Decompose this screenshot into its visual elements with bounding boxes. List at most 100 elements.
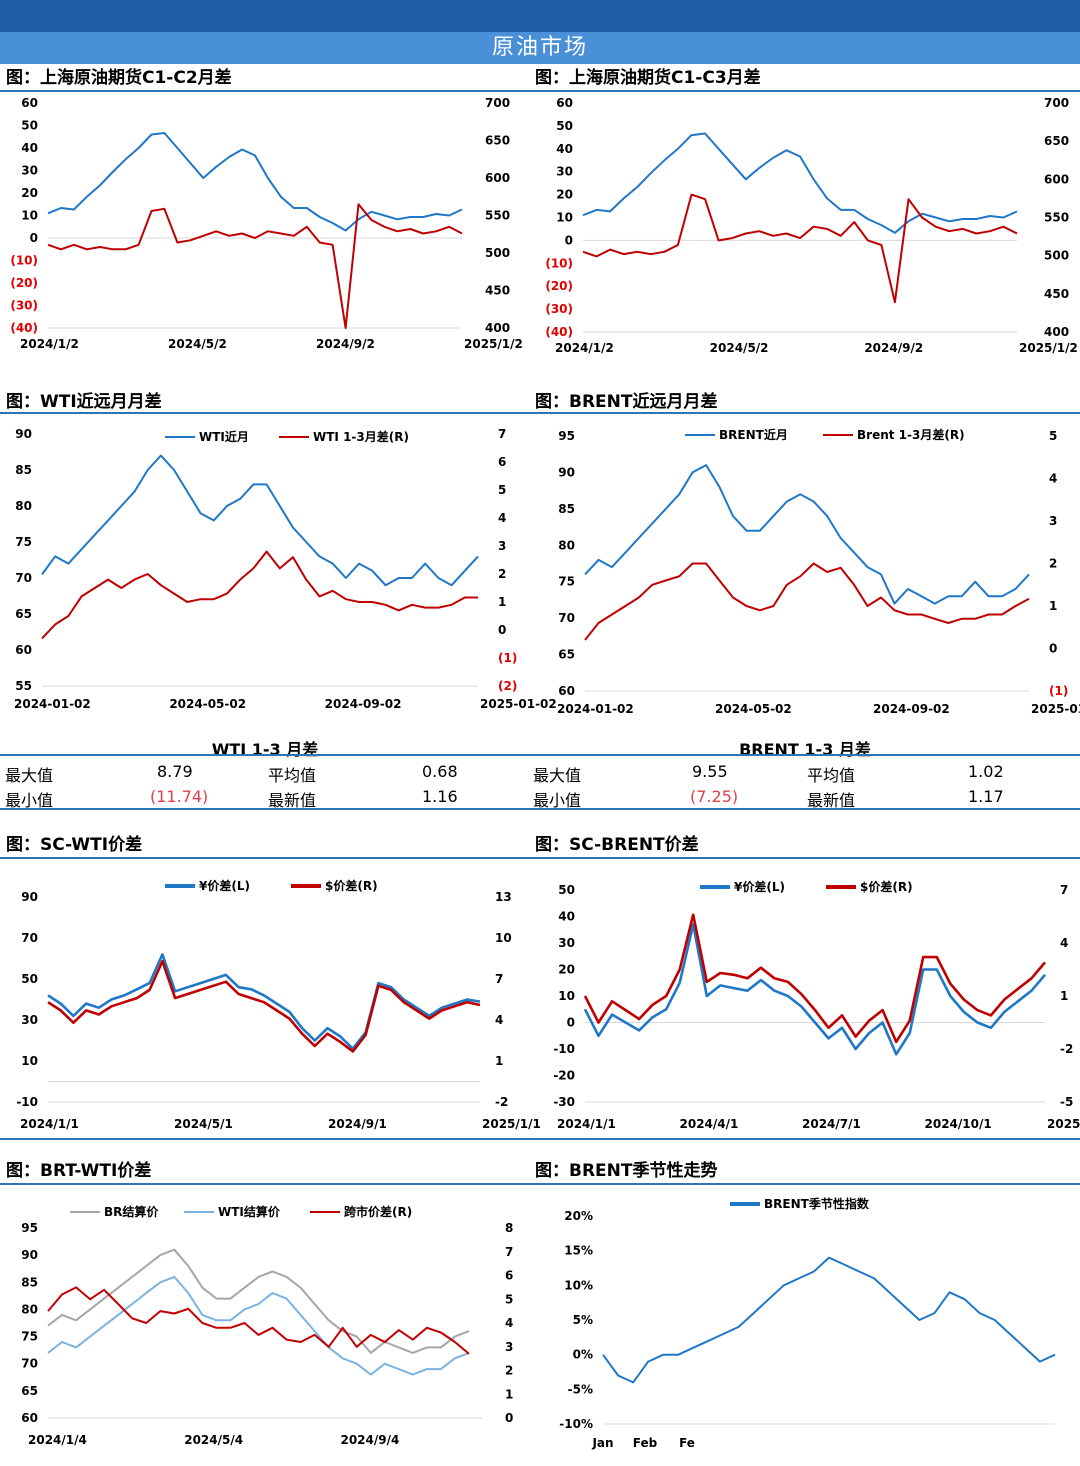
- y-left-tick: 75: [558, 575, 575, 589]
- x-tick-label: 2024/1/2: [20, 337, 79, 351]
- y-right-tick: 700: [1044, 96, 1069, 110]
- divider: [0, 412, 1080, 414]
- y-right-tick: 4: [498, 511, 506, 525]
- series-line: [41, 550, 478, 640]
- wti-max-value: 8.79: [157, 762, 193, 781]
- y-left-tick: 40: [558, 910, 575, 924]
- y-right-tick: 3: [505, 1340, 513, 1354]
- y-right-tick: 400: [485, 321, 510, 335]
- y-right-tick: 4: [1049, 472, 1057, 486]
- y-left-tick: 60: [558, 684, 575, 698]
- y-left-tick: 30: [21, 164, 38, 178]
- brent-avg-label: 平均值: [807, 766, 856, 785]
- brent-max-value: 9.55: [692, 762, 728, 781]
- y-left-tick: 30: [556, 165, 573, 179]
- x-tick-label: Fe: [679, 1436, 695, 1450]
- x-tick-label: 2024-01-02: [557, 702, 634, 716]
- y-right-tick: 500: [1044, 249, 1069, 263]
- y-right-tick: 1: [498, 595, 506, 609]
- chart-title-brent-season: 图：BRENT季节性走势: [535, 1161, 718, 1181]
- y-left-tick: 10: [21, 209, 38, 223]
- y-left-tick: 10: [556, 211, 573, 225]
- y-left-tick: 60: [556, 96, 573, 110]
- divider: [0, 1138, 1080, 1140]
- section-title: 原油市场: [0, 32, 1080, 64]
- divider: [0, 1183, 1080, 1185]
- y-left-tick: (30): [545, 302, 573, 316]
- y-right-tick: 5: [1049, 429, 1057, 443]
- y-left-tick: 5%: [573, 1313, 593, 1327]
- y-left-tick: 60: [15, 643, 32, 657]
- legend-label: $价差(R): [860, 879, 913, 894]
- series-line: [47, 1275, 470, 1376]
- y-left-tick: (20): [545, 279, 573, 293]
- y-left-tick: 10: [558, 989, 575, 1003]
- series-line: [602, 1256, 1056, 1384]
- y-left-tick: 50: [558, 883, 575, 897]
- y-right-tick: 3: [1049, 514, 1057, 528]
- y-right-tick: 0: [498, 623, 506, 637]
- x-tick-label: 2024/9/2: [316, 337, 375, 351]
- wti-min-label: 最小值: [5, 791, 54, 810]
- series-line: [47, 1248, 470, 1354]
- y-left-tick: 30: [21, 1013, 38, 1027]
- y-left-tick: 0%: [573, 1348, 593, 1362]
- y-right-tick: 600: [1044, 172, 1069, 186]
- chart-title-sc-brent: 图：SC-BRENT价差: [535, 835, 699, 855]
- y-left-tick: 90: [15, 427, 32, 441]
- x-tick-label: Jan: [591, 1436, 613, 1450]
- series-line: [582, 193, 1018, 304]
- y-left-tick: -10: [553, 1042, 575, 1056]
- y-right-tick: 450: [485, 284, 510, 298]
- legend-label: 跨市价差(R): [344, 1204, 412, 1219]
- y-left-tick: (20): [10, 276, 38, 290]
- x-tick-label: 2025/1/1: [1047, 1117, 1080, 1131]
- series-line: [584, 562, 1030, 641]
- legend-label: ¥价差(L): [199, 878, 250, 893]
- y-left-tick: -10%: [559, 1417, 593, 1431]
- series-line: [582, 132, 1018, 234]
- x-tick-label: 2024-05-02: [169, 697, 246, 711]
- y-left-tick: 65: [21, 1384, 38, 1398]
- x-tick-label: 2025/1/2: [1019, 341, 1078, 355]
- y-left-tick: 40: [556, 142, 573, 156]
- y-left-tick: 90: [21, 890, 38, 904]
- x-tick-label: 2025-01-02: [1031, 702, 1080, 716]
- y-left-tick: 65: [558, 648, 575, 662]
- y-right-tick: (2): [498, 679, 517, 693]
- x-tick-label: 2024/5/1: [174, 1117, 233, 1131]
- y-right-tick: 1: [1049, 599, 1057, 613]
- y-left-tick: 30: [558, 936, 575, 950]
- x-tick-label: Feb: [633, 1436, 658, 1450]
- y-right-tick: 2: [498, 567, 506, 581]
- legend-label: Brent 1-3月差(R): [857, 427, 965, 442]
- y-left-tick: 50: [21, 972, 38, 986]
- chart-title-brent-spread: 图：BRENT近远月月差: [535, 392, 718, 412]
- y-left-tick: 15%: [564, 1244, 593, 1258]
- y-right-tick: 13: [495, 890, 512, 904]
- series-line: [47, 953, 481, 1050]
- legend-label: WTI 1-3月差(R): [313, 429, 409, 444]
- brent-latest-label: 最新值: [807, 791, 856, 810]
- y-left-tick: 75: [15, 535, 32, 549]
- y-right-tick: 4: [495, 1013, 503, 1027]
- brent-avg-value: 1.02: [968, 762, 1004, 781]
- y-right-tick: 2: [1049, 557, 1057, 571]
- x-tick-label: 2024-09-02: [325, 697, 402, 711]
- y-right-tick: 10: [495, 931, 512, 945]
- x-tick-label: 2024/10/1: [925, 1117, 992, 1131]
- divider: [0, 90, 1080, 92]
- wti-max-label: 最大值: [5, 766, 54, 785]
- y-left-tick: (40): [545, 325, 573, 339]
- y-left-tick: 20: [558, 963, 575, 977]
- x-tick-label: 2024-05-02: [715, 702, 792, 716]
- x-tick-label: 2025/1/1: [482, 1117, 541, 1131]
- y-left-tick: 95: [558, 429, 575, 443]
- x-tick-label: 2024/9/1: [328, 1117, 387, 1131]
- wti-stats-title: WTI 1-3 月差: [211, 740, 319, 759]
- y-left-tick: 10%: [564, 1278, 593, 1292]
- legend-label: BR结算价: [104, 1204, 159, 1219]
- y-left-tick: 65: [15, 607, 32, 621]
- y-left-tick: 95: [21, 1221, 38, 1235]
